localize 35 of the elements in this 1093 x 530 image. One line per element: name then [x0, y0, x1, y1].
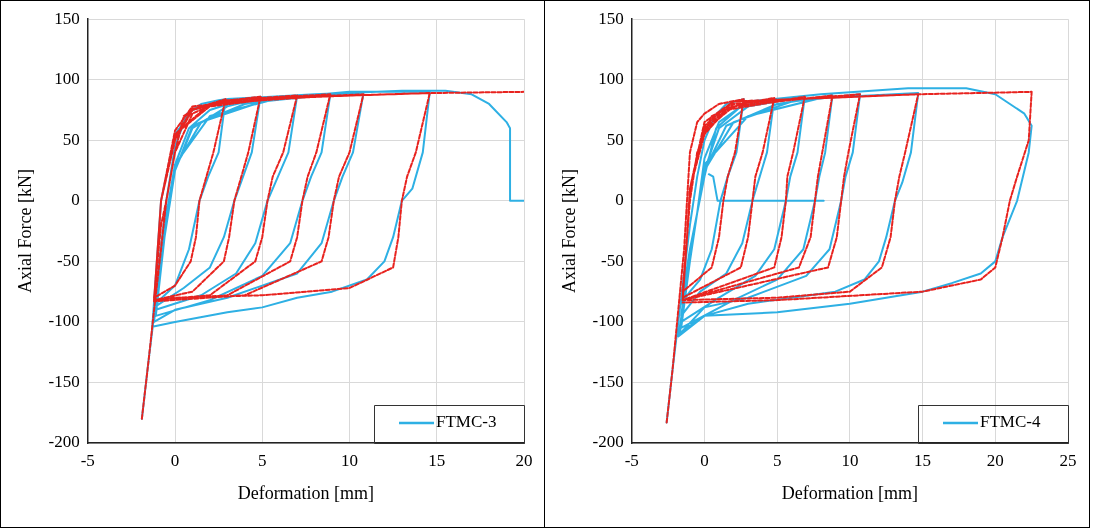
- legend-label: FTMC-3: [436, 412, 497, 432]
- x-tick-label: 20: [515, 450, 533, 470]
- x-tick-label: 10: [841, 450, 859, 470]
- legend-label: FTMC-4: [980, 412, 1041, 432]
- y-tick-label: -150: [592, 371, 624, 391]
- x-tick-label: -5: [80, 450, 95, 470]
- y-tick-label: 150: [598, 8, 624, 28]
- x-tick-label: 0: [170, 450, 180, 470]
- y-tick-label: -50: [57, 250, 80, 270]
- y-tick-label: 150: [54, 8, 80, 28]
- y-axis-title: Axial Force [kN]: [558, 169, 579, 294]
- x-tick-label: 25: [1059, 450, 1077, 470]
- y-tick-label: -100: [48, 311, 80, 331]
- y-tick-label: -200: [592, 432, 624, 452]
- y-tick-label: 50: [62, 129, 80, 149]
- x-tick-label: 0: [700, 450, 709, 470]
- y-tick-label: 100: [598, 69, 624, 89]
- x-tick-label: 15: [914, 450, 932, 470]
- y-tick-label: 100: [54, 69, 80, 89]
- x-tick-label: 10: [341, 450, 358, 470]
- y-tick-label: 0: [71, 190, 80, 210]
- y-tick-label: -100: [592, 311, 624, 331]
- y-tick-label: -200: [48, 432, 80, 452]
- x-tick-label: -5: [624, 450, 639, 470]
- x-tick-label: 5: [772, 450, 782, 470]
- x-tick-label: 15: [428, 450, 446, 470]
- y-axis-title: Axial Force [kN]: [14, 169, 35, 294]
- y-tick-label: 50: [606, 129, 624, 149]
- y-tick-label: -150: [48, 371, 80, 391]
- x-axis-title: Deformation [mm]: [237, 482, 375, 503]
- y-tick-label: -50: [601, 250, 624, 270]
- y-tick-label: 0: [615, 190, 624, 210]
- x-tick-label: 20: [986, 450, 1004, 470]
- x-axis-title: Deformation [mm]: [781, 482, 919, 503]
- x-tick-label: 5: [258, 450, 267, 470]
